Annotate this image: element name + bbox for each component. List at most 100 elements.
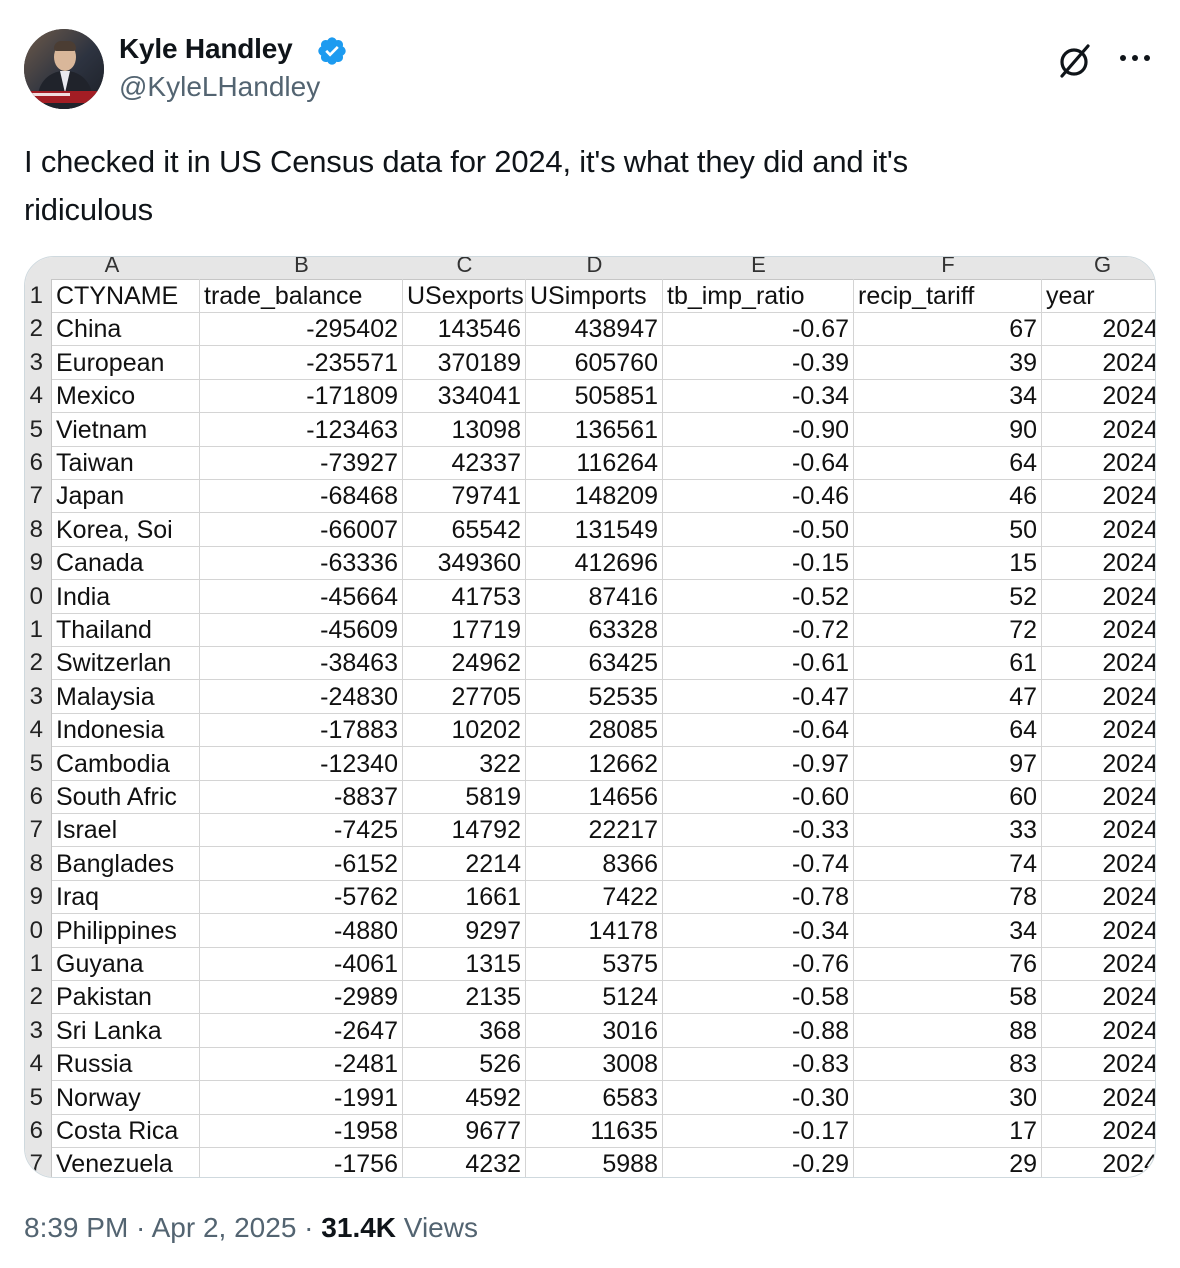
column-header-cell[interactable]: trade_balance <box>200 279 403 312</box>
table-cell[interactable]: 28085 <box>526 713 663 747</box>
table-cell[interactable]: 2024 <box>1042 580 1155 613</box>
table-cell[interactable]: Philippines <box>52 913 200 947</box>
table-cell[interactable]: -0.15 <box>663 546 854 580</box>
table-cell[interactable]: Cambodia <box>52 746 200 780</box>
table-cell[interactable]: 2024 <box>1042 847 1155 880</box>
table-cell[interactable]: 6583 <box>526 1080 663 1114</box>
more-options-icon[interactable] <box>1116 48 1154 68</box>
table-cell[interactable]: -171809 <box>200 379 403 413</box>
table-cell[interactable]: -0.46 <box>663 479 854 513</box>
row-number[interactable]: 4 <box>29 1050 43 1078</box>
table-cell[interactable]: -17883 <box>200 713 403 747</box>
table-cell[interactable]: 5375 <box>526 947 663 980</box>
table-cell[interactable]: -2647 <box>200 1013 403 1047</box>
table-cell[interactable]: -68468 <box>200 479 403 513</box>
table-cell[interactable]: 97 <box>854 746 1042 780</box>
table-cell[interactable]: 2024 <box>1042 880 1155 913</box>
table-cell[interactable]: 5819 <box>403 780 526 813</box>
table-cell[interactable]: 4592 <box>403 1080 526 1114</box>
table-cell[interactable]: 2024 <box>1042 680 1155 713</box>
tweet-time[interactable]: 8:39 PM <box>24 1212 129 1243</box>
table-cell[interactable]: 14656 <box>526 780 663 813</box>
table-cell[interactable]: 50 <box>854 512 1042 546</box>
column-letter[interactable]: B <box>294 256 309 277</box>
table-cell[interactable]: -2989 <box>200 980 403 1014</box>
table-cell[interactable]: 370189 <box>403 345 526 379</box>
table-cell[interactable]: 58 <box>854 980 1042 1014</box>
table-cell[interactable]: 29 <box>854 1147 1042 1177</box>
avatar[interactable] <box>24 29 104 109</box>
table-cell[interactable]: -0.47 <box>663 679 854 713</box>
row-number[interactable]: 3 <box>29 348 43 376</box>
table-cell[interactable]: 46 <box>854 479 1042 513</box>
table-cell[interactable]: 2024 <box>1042 346 1155 379</box>
table-cell[interactable]: 2024 <box>1042 413 1155 446</box>
table-cell[interactable]: 65542 <box>403 512 526 546</box>
table-cell[interactable]: Canada <box>52 546 200 580</box>
table-cell[interactable]: 1661 <box>403 880 526 914</box>
table-cell[interactable]: 72 <box>854 613 1042 646</box>
table-cell[interactable]: 2024 <box>1042 546 1155 579</box>
column-letter[interactable]: D <box>586 256 603 277</box>
table-cell[interactable]: 2024 <box>1042 747 1155 780</box>
table-cell[interactable]: -0.83 <box>663 1047 854 1081</box>
table-cell[interactable]: -66007 <box>200 512 403 546</box>
table-cell[interactable]: Israel <box>52 813 200 847</box>
row-number[interactable]: 3 <box>29 1016 43 1044</box>
table-cell[interactable]: 412696 <box>526 546 663 580</box>
table-cell[interactable]: -0.74 <box>663 846 854 880</box>
table-cell[interactable]: 2024 <box>1042 780 1155 813</box>
row-number[interactable]: 0 <box>29 582 43 610</box>
table-cell[interactable]: -0.39 <box>663 345 854 379</box>
table-cell[interactable]: -0.17 <box>663 1114 854 1147</box>
table-cell[interactable]: 2135 <box>403 980 526 1014</box>
row-number[interactable]: 1 <box>29 282 43 309</box>
table-cell[interactable]: 34 <box>854 379 1042 413</box>
table-cell[interactable]: -235571 <box>200 345 403 379</box>
table-cell[interactable]: -63336 <box>200 546 403 580</box>
table-cell[interactable]: Pakistan <box>52 980 200 1014</box>
table-cell[interactable]: -1958 <box>200 1114 403 1147</box>
table-cell[interactable]: 34 <box>854 913 1042 947</box>
table-cell[interactable]: 2024 <box>1042 980 1155 1013</box>
tweet-date[interactable]: Apr 2, 2025 <box>151 1212 297 1243</box>
table-cell[interactable]: 505851 <box>526 379 663 413</box>
row-number[interactable]: 5 <box>29 1083 43 1111</box>
table-cell[interactable]: 2024 <box>1042 1147 1155 1177</box>
column-letter[interactable]: F <box>941 256 955 277</box>
table-cell[interactable]: 13098 <box>403 412 526 446</box>
table-cell[interactable]: 14178 <box>526 913 663 947</box>
column-header-cell[interactable]: recip_tariff <box>854 279 1042 312</box>
table-cell[interactable]: Sri Lanka <box>52 1013 200 1047</box>
table-cell[interactable]: -0.97 <box>663 746 854 780</box>
table-cell[interactable]: Iraq <box>52 880 200 914</box>
column-letter[interactable]: E <box>751 256 766 277</box>
table-cell[interactable]: 334041 <box>403 379 526 413</box>
table-cell[interactable]: 2024 <box>1042 813 1155 846</box>
table-cell[interactable]: 33 <box>854 813 1042 847</box>
column-header-cell[interactable]: USexports <box>403 279 526 312</box>
table-cell[interactable]: 2024 <box>1042 1114 1155 1147</box>
table-cell[interactable]: 64 <box>854 446 1042 479</box>
table-cell[interactable]: Costa Rica <box>52 1114 200 1147</box>
table-cell[interactable]: 83 <box>854 1047 1042 1081</box>
table-cell[interactable]: 76 <box>854 947 1042 980</box>
table-cell[interactable]: 78 <box>854 880 1042 914</box>
table-cell[interactable]: Norway <box>52 1080 200 1114</box>
table-cell[interactable]: 90 <box>854 412 1042 446</box>
table-cell[interactable]: 2024 <box>1042 1014 1155 1047</box>
row-number[interactable]: 2 <box>29 983 43 1011</box>
table-cell[interactable]: European <box>52 345 200 379</box>
table-cell[interactable]: Guyana <box>52 947 200 980</box>
table-cell[interactable]: -6152 <box>200 846 403 880</box>
table-cell[interactable]: 67 <box>854 312 1042 346</box>
table-cell[interactable]: 61 <box>854 646 1042 680</box>
row-number[interactable]: 1 <box>29 950 43 977</box>
table-cell[interactable]: -24830 <box>200 679 403 713</box>
column-letter[interactable]: G <box>1093 256 1112 277</box>
table-cell[interactable]: Indonesia <box>52 713 200 747</box>
table-cell[interactable]: 52 <box>854 579 1042 613</box>
row-number[interactable]: 5 <box>29 749 43 777</box>
table-cell[interactable]: -295402 <box>200 312 403 346</box>
